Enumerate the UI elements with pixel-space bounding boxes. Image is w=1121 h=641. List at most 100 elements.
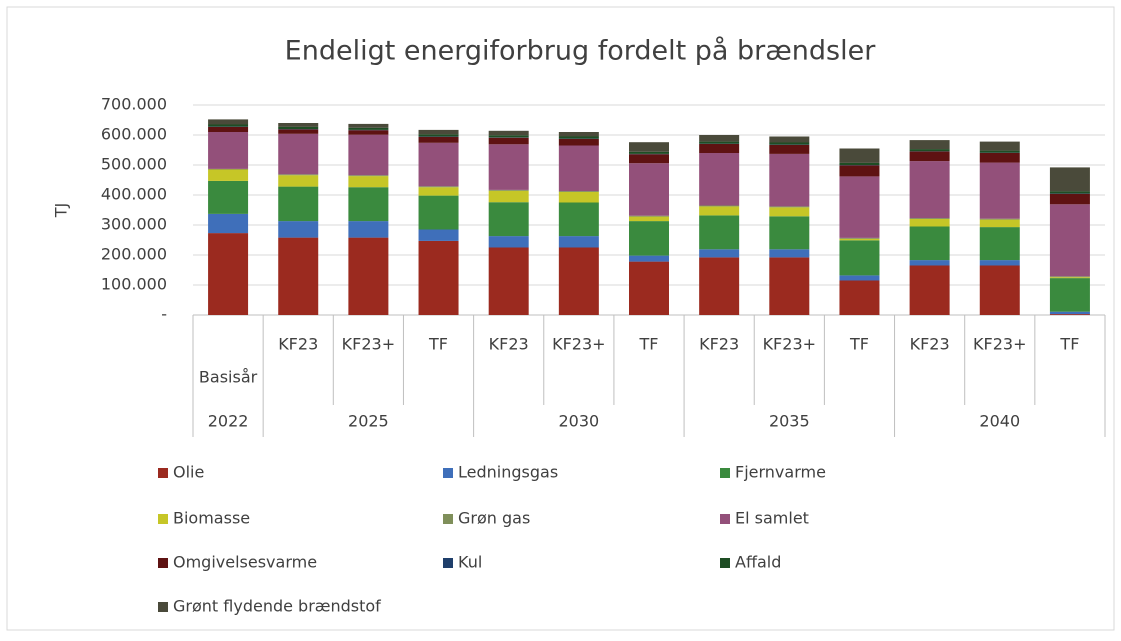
x-tick-label: TF xyxy=(849,335,869,354)
bar-segment xyxy=(699,142,739,144)
bar-segment xyxy=(769,154,809,207)
x-tick-label: KF23 xyxy=(489,335,529,354)
bar-segment xyxy=(278,127,318,129)
bar-segment xyxy=(489,138,529,145)
bar-segment xyxy=(559,137,599,139)
bar-segment xyxy=(839,165,879,176)
bar-segment xyxy=(980,153,1020,163)
bar-segment xyxy=(839,238,879,239)
group-label: 2035 xyxy=(769,412,810,431)
bar-segment xyxy=(489,131,529,136)
bar-segment xyxy=(348,221,388,238)
bar-segment xyxy=(769,206,809,207)
bar-segment xyxy=(769,249,809,257)
bar-segment xyxy=(910,140,950,149)
bar-segment xyxy=(629,217,669,222)
bar-segment xyxy=(699,257,739,315)
bar-segment xyxy=(769,145,809,154)
bar-segment xyxy=(208,132,248,169)
bar-segment xyxy=(278,129,318,134)
legend-label: Grøn gas xyxy=(458,509,530,528)
x-tick-label: KF23+ xyxy=(763,335,816,354)
bar-segment xyxy=(910,218,950,219)
bar-segment xyxy=(629,221,669,256)
bar-segment xyxy=(1050,191,1090,193)
bar-segment xyxy=(559,203,599,237)
bar-segment xyxy=(278,187,318,222)
bar-segment xyxy=(419,143,459,187)
bar-segment xyxy=(208,125,248,127)
x-tick-label: TF xyxy=(1059,335,1079,354)
y-tick-label: - xyxy=(161,305,167,324)
bar-segment xyxy=(419,241,459,315)
bar-segment xyxy=(559,192,599,203)
bar-segment xyxy=(348,175,388,176)
bar-segment xyxy=(629,154,669,163)
bar-segment xyxy=(489,191,529,202)
bar-segment xyxy=(910,227,950,261)
bar-segment xyxy=(699,215,739,249)
bar-segment xyxy=(208,233,248,315)
chart-border xyxy=(7,7,1114,630)
legend-label: Omgivelsesvarme xyxy=(173,553,317,572)
bar-segment xyxy=(629,163,669,216)
bar-segment xyxy=(699,135,739,142)
bar-segment xyxy=(1050,194,1090,205)
bar-segment xyxy=(839,176,879,238)
bar-segment xyxy=(839,149,879,163)
bar-segment xyxy=(419,134,459,136)
bar-segment xyxy=(769,257,809,315)
bar-segment xyxy=(699,153,739,206)
bar-segment xyxy=(419,187,459,195)
bar-segment xyxy=(1050,276,1090,277)
bar-segment xyxy=(910,152,950,162)
y-tick-label: 500.000 xyxy=(101,155,167,174)
bar-segment xyxy=(348,176,388,187)
x-tick-label: Basisår xyxy=(199,368,258,387)
bar-segment xyxy=(489,236,529,247)
bar-segment xyxy=(419,230,459,241)
legend-label: Ledningsgas xyxy=(458,463,558,482)
bar-segment xyxy=(419,186,459,187)
legend-label: Affald xyxy=(735,553,781,572)
bar-segment xyxy=(1050,167,1090,191)
bar-segment xyxy=(629,262,669,315)
bar-segment xyxy=(699,249,739,257)
legend-swatch xyxy=(720,558,730,568)
x-tick-label: KF23 xyxy=(278,335,318,354)
y-tick-label: 600.000 xyxy=(101,125,167,144)
bar-segment xyxy=(208,170,248,181)
bar-segment xyxy=(839,163,879,165)
legend-swatch xyxy=(443,558,453,568)
y-axis-label: TJ xyxy=(52,203,71,219)
bar-segment xyxy=(769,207,809,216)
bar-segment xyxy=(208,119,248,124)
bar-segment xyxy=(489,144,529,190)
legend-swatch xyxy=(720,514,730,524)
bar-segment xyxy=(980,219,1020,220)
bar-segment xyxy=(980,142,1020,151)
x-tick-label: KF23 xyxy=(910,335,950,354)
bar-segment xyxy=(208,127,248,132)
group-label: 2040 xyxy=(979,412,1020,431)
legend-label: Biomasse xyxy=(173,509,250,528)
legend-swatch xyxy=(443,514,453,524)
bar-segment xyxy=(278,221,318,238)
bar-segment xyxy=(559,146,599,192)
bar-segment xyxy=(419,137,459,143)
bar-segment xyxy=(489,202,529,236)
bar-segment xyxy=(769,216,809,249)
x-tick-label: TF xyxy=(639,335,659,354)
bar-segment xyxy=(278,175,318,186)
bar-segment xyxy=(419,130,459,135)
legend-label: Olie xyxy=(173,463,204,482)
bar-segment xyxy=(559,236,599,247)
bar-segment xyxy=(559,248,599,316)
bar-segment xyxy=(699,206,739,207)
x-tick-label: KF23+ xyxy=(552,335,605,354)
bar-segment xyxy=(980,260,1020,265)
y-tick-label: 400.000 xyxy=(101,185,167,204)
bar-segment xyxy=(910,149,950,151)
bar-segment xyxy=(910,161,950,218)
